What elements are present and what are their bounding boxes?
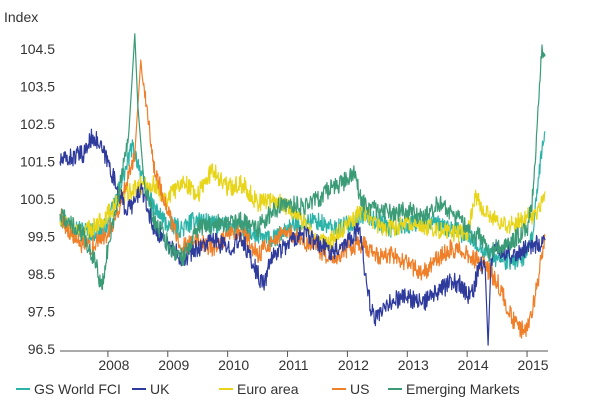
series-line	[59, 128, 546, 346]
x-axis-ticks: 2008 2009 2010 2011 2012 2013 2014 2015	[98, 351, 549, 373]
y-tick-label: 97.5	[28, 303, 55, 319]
x-tick-label: 2011	[278, 357, 308, 373]
x-tick-label: 2009	[158, 357, 189, 373]
y-tick-label: 96.5	[28, 341, 55, 357]
y-tick-label: 100.5	[20, 191, 55, 207]
x-tick-label: 2010	[218, 357, 249, 373]
x-tick-label: 2014	[458, 357, 489, 373]
series-line	[59, 131, 546, 271]
y-tick-label: 98.5	[28, 266, 55, 282]
x-tick-label: 2015	[517, 357, 548, 373]
series-line	[59, 33, 546, 290]
legend-label: US	[350, 381, 369, 397]
y-tick-label: 101.5	[20, 153, 55, 169]
legend-label: UK	[150, 381, 170, 397]
legend: GS World FCI UK Euro area US Emerging Market…	[16, 381, 520, 397]
legend-label: Euro area	[237, 381, 299, 397]
y-tick-label: 103.5	[20, 78, 55, 94]
x-tick-label: 2008	[98, 357, 129, 373]
y-axis-title: Index	[4, 9, 38, 25]
series-line	[59, 163, 546, 251]
series-line	[59, 59, 546, 339]
y-tick-label: 104.5	[20, 41, 55, 57]
y-tick-label: 102.5	[20, 116, 55, 132]
series-lines	[59, 33, 546, 346]
y-tick-label: 99.5	[28, 228, 55, 244]
x-tick-label: 2013	[398, 357, 429, 373]
y-axis-ticks: 104.5 103.5 102.5 101.5 100.5 99.5 98.5 97.5 96.…	[20, 41, 55, 357]
legend-label: GS World FCI	[34, 381, 121, 397]
x-tick-label: 2012	[338, 357, 369, 373]
legend-label: Emerging Markets	[406, 381, 520, 397]
